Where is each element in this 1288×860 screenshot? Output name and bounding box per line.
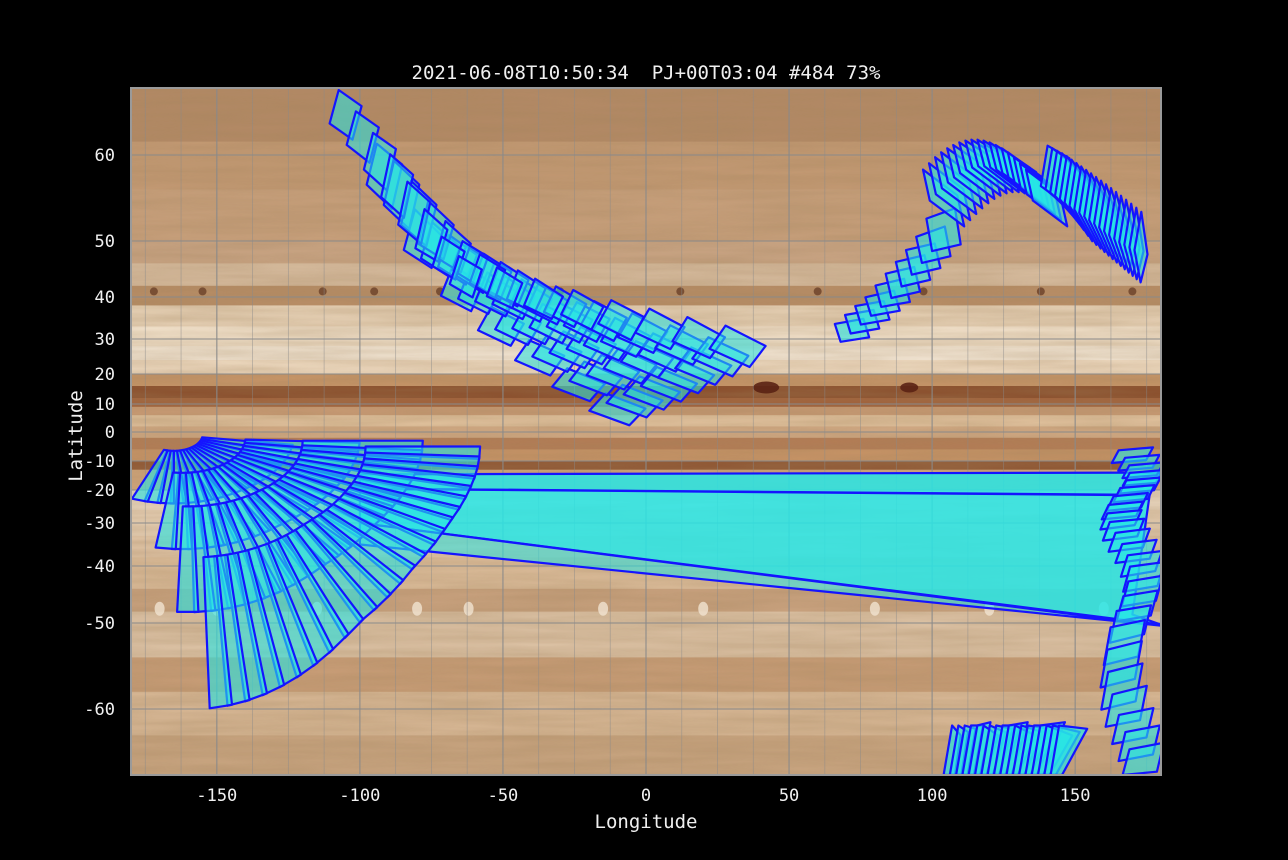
y-tick-label: 0 xyxy=(105,423,115,443)
x-tick-label: 100 xyxy=(917,786,948,806)
footprint xyxy=(559,288,605,331)
y-tick-label: 10 xyxy=(95,395,115,415)
y-tick-label: -10 xyxy=(84,452,115,472)
footprints xyxy=(131,88,1161,775)
footprint xyxy=(485,266,524,310)
y-tick-label: -50 xyxy=(84,614,115,634)
plot-area xyxy=(131,88,1161,775)
y-tick-label: -20 xyxy=(84,481,115,501)
y-axis-label: Latitude xyxy=(65,390,87,482)
y-tick-label: 50 xyxy=(95,232,115,252)
footprint xyxy=(202,554,234,710)
x-tick-label: 50 xyxy=(779,786,799,806)
y-tick-label: 40 xyxy=(95,288,115,308)
x-tick-label: 0 xyxy=(641,786,651,806)
footprint xyxy=(1133,210,1149,284)
footprint xyxy=(154,471,182,551)
y-tick-label: 60 xyxy=(95,146,115,166)
footprint xyxy=(708,324,767,369)
y-tick-label: -30 xyxy=(84,514,115,534)
footprint xyxy=(1121,742,1161,775)
x-axis-ticks: -150 -100 -50 0 50 100 150 xyxy=(196,786,1090,806)
chart-title: 2021-06-08T10:50:34 PJ+00T03:04 #484 73% xyxy=(412,62,882,84)
x-tick-label: 150 xyxy=(1060,786,1091,806)
footprint xyxy=(522,277,565,320)
plot-frame xyxy=(130,87,1162,776)
x-tick-label: -150 xyxy=(196,786,237,806)
x-tick-label: -50 xyxy=(488,786,519,806)
y-axis-ticks: 60 50 40 30 20 10 0 -10 -20 -30 -40 -50 -60 xyxy=(84,146,115,720)
y-tick-label: -60 xyxy=(84,700,115,720)
y-tick-label: -40 xyxy=(84,557,115,577)
footprint xyxy=(1049,724,1089,775)
x-tick-label: -100 xyxy=(339,786,380,806)
y-tick-label: 20 xyxy=(95,365,115,385)
y-tick-label: 30 xyxy=(95,330,115,350)
x-axis-label: Longitude xyxy=(595,811,698,833)
footprint xyxy=(448,255,483,299)
footprint xyxy=(176,505,200,614)
